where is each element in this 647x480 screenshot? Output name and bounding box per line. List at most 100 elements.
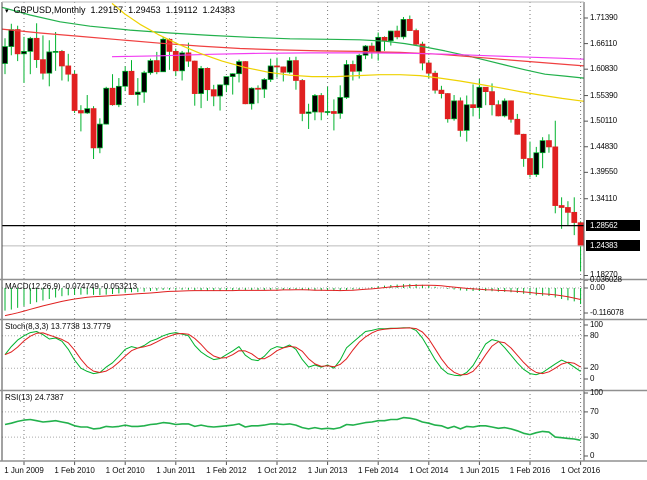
bull-candle-body <box>236 61 242 75</box>
bull-candle-body <box>248 87 255 105</box>
bear-candle-body <box>495 104 502 117</box>
price-axis-label: 1.55390 <box>590 90 618 100</box>
stochastic-pane[interactable] <box>2 321 584 389</box>
price-axis-label: 1.60830 <box>590 64 618 74</box>
bid-price-badge: 1.28562 <box>586 220 640 232</box>
bear-candle-body <box>425 62 432 74</box>
bull-candle-body <box>103 87 110 125</box>
close-value: 1.24383 <box>202 5 236 15</box>
main-chart-pane[interactable] <box>2 2 584 279</box>
bear-candle-body <box>514 118 521 135</box>
bear-candle-body <box>280 66 287 73</box>
bull-candle-body <box>362 45 369 56</box>
bear-candle-body <box>552 146 559 206</box>
bear-candle-body <box>413 30 419 45</box>
bull-candle-body <box>387 30 394 42</box>
bull-candle-body <box>356 54 363 72</box>
bull-candle-body <box>122 70 129 87</box>
time-axis-label: 1 Oct 2012 <box>257 466 297 475</box>
bull-candle-body <box>46 51 53 74</box>
bull-candle-body <box>84 108 91 114</box>
bear-candle-body <box>318 95 325 113</box>
time-axis-label: 1 Jun 2013 <box>307 466 348 475</box>
bear-candle-body <box>65 65 72 75</box>
bear-candle-body <box>520 133 527 159</box>
rsi-label: RSI(13) 24.7387 <box>5 393 64 402</box>
bear-candle-body <box>444 93 451 120</box>
price-axis-label: 1.44830 <box>590 141 618 151</box>
bear-candle-body <box>546 140 552 148</box>
bull-candle-body <box>115 85 122 106</box>
bear-candle-body <box>78 110 84 114</box>
bull-candle-body <box>27 37 34 52</box>
bear-candle-body <box>185 52 192 62</box>
bear-candle-body <box>558 205 565 208</box>
bear-candle-body <box>274 65 280 68</box>
bear-candle-body <box>90 108 97 149</box>
rsi-axis-label: 100 <box>590 388 603 397</box>
bull-candle-body <box>451 100 457 120</box>
price-axis-label: 1.18270 <box>590 270 618 280</box>
stoch-axis-label: 20 <box>590 363 599 373</box>
macd-axis-label: -0.116078 <box>590 308 624 317</box>
bull-candle-body <box>476 86 483 109</box>
bull-candle-body <box>198 67 204 94</box>
bull-candle-body <box>217 84 223 97</box>
macd-signal-line <box>4 284 581 317</box>
bear-candle-body <box>470 104 476 109</box>
bear-candle-body <box>210 89 217 97</box>
price-axis-label: 1.66110 <box>590 38 617 48</box>
bear-candle-body <box>204 67 211 91</box>
stoch-axis-label: 0 <box>590 374 595 383</box>
stoch-label: Stoch(8,3,3) 13.7738 13.7779 <box>5 322 111 331</box>
macd-axis-label: 0.036028 <box>590 275 622 285</box>
rsi-pane[interactable] <box>2 392 584 460</box>
low-value: 1.19112 <box>165 5 198 15</box>
bear-candle-body <box>394 30 401 38</box>
bear-candle-body <box>482 86 489 93</box>
bull-candle-body <box>261 79 268 90</box>
price-axis-label: 1.34110 <box>590 193 617 203</box>
bear-candle-body <box>33 37 40 61</box>
bear-candle-body <box>438 89 445 94</box>
last-price-badge: 1.24383 <box>586 240 640 252</box>
bear-candle-body <box>255 87 261 90</box>
rsi-axis-label: 30 <box>590 432 599 442</box>
ma-red-line <box>1 28 585 67</box>
rsi-axis-label: 70 <box>590 406 599 416</box>
bear-candle-body <box>406 19 413 31</box>
bull-candle-body <box>223 76 230 86</box>
bear-candle-body <box>71 73 78 111</box>
bear-candle-body <box>109 87 116 106</box>
open-value: 1.29157 <box>90 5 124 15</box>
bull-candle-body <box>141 72 148 93</box>
bull-candle-body <box>501 100 508 117</box>
bull-candle-body <box>147 60 154 74</box>
stoch-axis-label: 80 <box>590 330 599 340</box>
time-axis-label: 1 Jun 2009 <box>4 466 44 475</box>
bull-candle-body <box>134 91 141 95</box>
chart-title: ▾ GBPUSD,Monthly 1.29157 1.29453 1.19112 1.24… <box>5 5 240 15</box>
bear-candle-body <box>172 51 179 72</box>
bear-candle-body <box>153 60 160 73</box>
bull-candle-body <box>305 111 312 114</box>
stoch-axis-label: 100 <box>590 320 603 329</box>
time-axis-label: 1 Jun 2015 <box>459 466 500 475</box>
symbol-period-label: GBPUSD,Monthly <box>13 5 86 15</box>
time-axis-label: 1 Oct 2010 <box>105 466 145 475</box>
bear-candle-body <box>508 100 514 120</box>
bull-candle-body <box>286 60 293 73</box>
price-axis-label: 1.50110 <box>590 116 617 126</box>
price-axis-label: 1.71390 <box>590 13 618 22</box>
bull-candle-body <box>337 97 344 114</box>
stoch-d-line <box>4 327 581 376</box>
macd-label: MACD(12,26,9) -0.074749 -0.053213 <box>5 282 138 291</box>
price-axis-label: 1.39550 <box>590 167 618 177</box>
time-axis-label: 1 Feb 2012 <box>206 466 247 475</box>
bull-candle-body <box>463 104 470 131</box>
ma-green-line <box>1 6 585 79</box>
bear-candle-body <box>331 111 337 114</box>
rsi-line <box>4 416 581 442</box>
